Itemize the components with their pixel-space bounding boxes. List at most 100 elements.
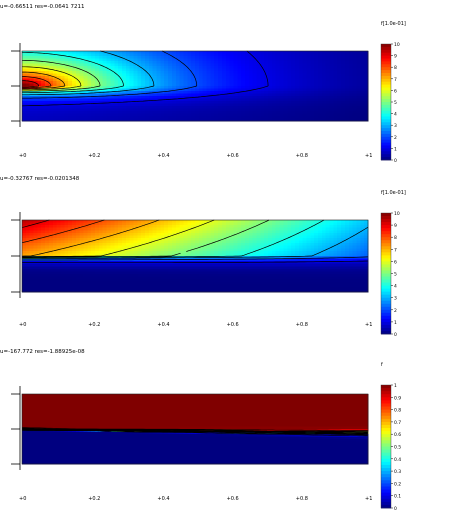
heatmap-cell — [160, 91, 165, 94]
heatmap-cell — [129, 53, 134, 57]
heatmap-cell — [218, 268, 223, 272]
heatmap-cell — [337, 245, 342, 249]
heatmap-cell — [241, 279, 246, 283]
heatmap-cell — [264, 103, 269, 107]
heatmap-cell — [145, 91, 150, 94]
heatmap-cell — [321, 284, 327, 288]
heatmap-cell — [87, 103, 92, 107]
heatmap-cell — [22, 106, 27, 109]
heatmap-cell — [183, 279, 188, 283]
heatmap-cell — [95, 101, 100, 104]
heatmap-cell — [202, 83, 207, 87]
heatmap-cell — [283, 240, 288, 244]
heatmap-cell — [52, 113, 57, 117]
heatmap-cell — [348, 276, 354, 280]
heatmap-cell — [52, 250, 57, 254]
heatmap-cell — [110, 235, 115, 239]
heatmap-cell — [241, 118, 246, 122]
heatmap-cell — [48, 116, 54, 119]
heatmap-cell — [198, 71, 204, 74]
heatmap-cell — [60, 227, 65, 231]
heatmap-cell — [187, 73, 192, 77]
heatmap-cell — [352, 240, 357, 244]
heatmap-cell — [25, 108, 31, 112]
heatmap-cell — [210, 61, 215, 64]
heatmap-cell — [214, 111, 219, 114]
heatmap-cell — [152, 276, 157, 280]
heatmap-cell — [22, 58, 27, 62]
heatmap-cell — [202, 93, 207, 97]
heatmap-cell — [352, 222, 357, 226]
heatmap-cell — [183, 81, 188, 84]
heatmap-cell — [195, 245, 200, 249]
heatmap-cell — [171, 78, 177, 82]
heatmap-cell — [168, 245, 173, 249]
heatmap-cell — [206, 240, 211, 244]
heatmap-cell — [294, 73, 300, 77]
heatmap-cell — [137, 118, 142, 122]
heatmap-cell — [225, 63, 230, 67]
heatmap-cell — [164, 286, 169, 290]
heatmap-cell — [298, 98, 304, 102]
heatmap-cell — [287, 268, 292, 272]
heatmap-cell — [37, 68, 42, 72]
heatmap-cell — [268, 284, 273, 288]
heatmap-cell — [244, 276, 250, 280]
heatmap-cell — [314, 113, 319, 117]
heatmap-cell — [206, 238, 211, 241]
heatmap-cell — [110, 263, 115, 267]
heatmap-cell — [279, 53, 284, 57]
heatmap-cell — [148, 281, 154, 285]
heatmap-cell — [148, 258, 154, 262]
heatmap-cell — [291, 106, 296, 109]
heatmap-cell — [41, 243, 46, 247]
heatmap-cell — [168, 243, 173, 247]
heatmap-cell — [237, 238, 242, 241]
heatmap-cell — [287, 103, 292, 107]
heatmap-cell — [68, 93, 73, 97]
heatmap-cell — [41, 240, 46, 244]
heatmap-cell — [329, 266, 334, 270]
heatmap-cell — [283, 83, 288, 87]
heatmap-cell — [310, 243, 315, 247]
heatmap-cell — [33, 276, 38, 280]
heatmap-cell — [56, 238, 61, 241]
x-tick-label: +0.4 — [157, 153, 169, 159]
heatmap-cell — [291, 88, 296, 92]
heatmap-cell — [291, 240, 296, 244]
heatmap-cell — [214, 227, 219, 231]
heatmap-cell — [233, 113, 238, 117]
heatmap-cell — [260, 248, 265, 252]
heatmap-cell — [121, 238, 127, 241]
heatmap-cell — [25, 106, 31, 109]
heatmap-cell — [56, 250, 61, 254]
heatmap-cell — [241, 263, 246, 267]
heatmap-cell — [306, 240, 311, 244]
heatmap-cell — [221, 71, 227, 74]
heatmap-cell — [241, 232, 246, 236]
heatmap-cell — [187, 225, 192, 229]
heatmap-cell — [29, 106, 34, 109]
heatmap-cell — [60, 53, 65, 57]
heatmap-cell — [164, 263, 169, 267]
heatmap-cell — [56, 232, 61, 236]
heatmap-cell — [314, 118, 319, 122]
heatmap-cell — [198, 276, 204, 280]
heatmap-cell — [237, 225, 242, 229]
heatmap-cell — [22, 250, 27, 254]
heatmap-cell — [95, 286, 100, 290]
heatmap-cell — [121, 245, 127, 249]
heatmap-cell — [183, 96, 188, 99]
heatmap-cell — [325, 250, 330, 254]
heatmap-cell — [225, 276, 230, 280]
heatmap-cell — [168, 276, 173, 280]
heatmap-cell — [56, 111, 61, 114]
heatmap-cell — [91, 235, 96, 239]
heatmap-cell — [302, 78, 307, 82]
heatmap-cell — [244, 284, 250, 288]
heatmap-cell — [275, 98, 280, 102]
heatmap-cell — [41, 51, 46, 54]
heatmap-cell — [364, 58, 369, 62]
heatmap-cell — [306, 261, 311, 265]
heatmap-cell — [41, 58, 46, 62]
